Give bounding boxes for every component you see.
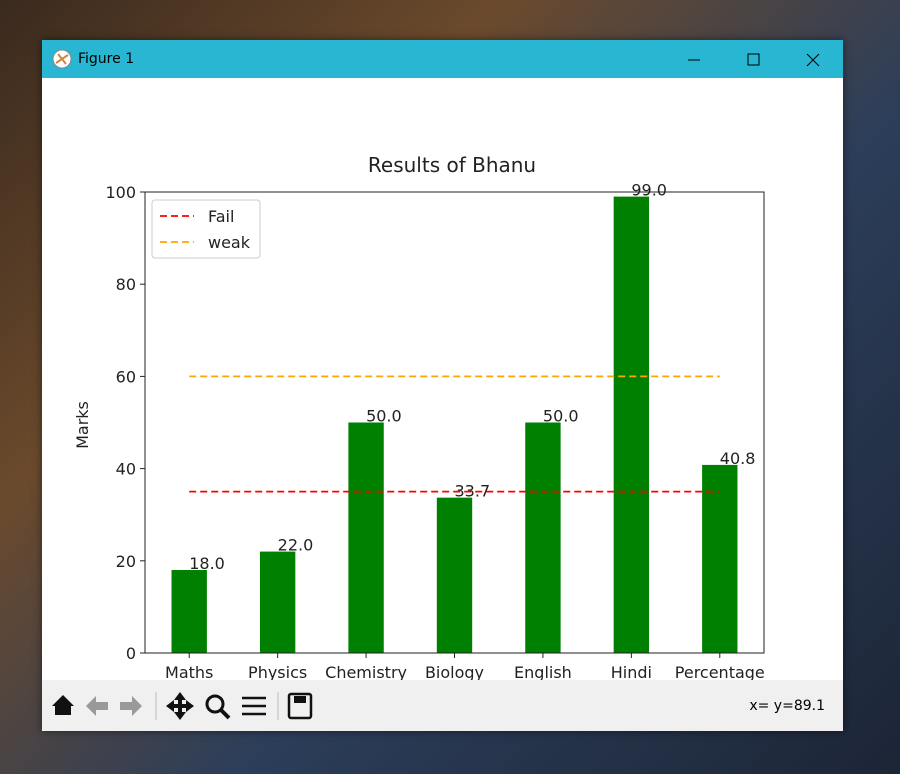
legend-box [151, 199, 261, 259]
bar [436, 497, 473, 653]
cursor-status: x= y=89.1 [749, 698, 825, 714]
chart: Subjects Marks Maths18.0Physics22.0Chemi… [73, 153, 765, 680]
x-tick-label: Biology [425, 663, 484, 680]
legend-label: weak [208, 233, 251, 252]
pan-button[interactable] [166, 692, 194, 720]
legend-label: Fail [208, 207, 234, 226]
y-tick-label: 40 [116, 460, 136, 479]
title-bar: Figure 1 [42, 40, 843, 78]
x-tick-label: Maths [165, 663, 213, 680]
x-tick-label: English [514, 663, 572, 680]
window-title: Figure 1 [78, 51, 135, 67]
value-label: 22.0 [278, 536, 314, 555]
bar [525, 422, 561, 653]
y-tick-label: 20 [116, 552, 136, 571]
x-tick-label: Percentage [675, 663, 765, 680]
y-tick-label: 60 [116, 367, 136, 386]
zoom-button[interactable] [205, 694, 225, 714]
x-tick-label: Physics [248, 663, 307, 680]
bar [171, 570, 207, 653]
toolbar-icons [52, 692, 313, 720]
home-button[interactable] [52, 695, 74, 715]
forward-button[interactable] [120, 696, 142, 716]
value-label: 33.7 [455, 482, 491, 501]
configure-button[interactable] [242, 696, 266, 716]
y-tick-label: 0 [126, 644, 136, 663]
bar [259, 551, 296, 653]
toolbar: x= y=89.1 [42, 680, 843, 731]
back-button[interactable] [86, 696, 108, 716]
figure-window: Figure 1 Subjects Marks Maths18.0Physics… [42, 40, 843, 731]
bar [613, 196, 650, 654]
value-label: 40.8 [720, 449, 756, 468]
y-tick-label: 80 [116, 275, 136, 294]
x-tick-label: Chemistry [325, 663, 407, 680]
value-label: 99.0 [631, 181, 667, 200]
bar [702, 464, 738, 653]
window-controls [688, 53, 820, 67]
plot-frame [144, 191, 765, 654]
value-label: 50.0 [366, 407, 402, 426]
x-tick-label: Hindi [611, 663, 652, 680]
app-icon [52, 49, 72, 69]
value-label: 18.0 [189, 554, 225, 573]
save-button[interactable] [287, 692, 313, 720]
y-tick-label: 100 [105, 183, 136, 202]
value-label: 50.0 [543, 407, 579, 426]
maximize[interactable] [747, 53, 760, 66]
y-axis-label: Marks [73, 401, 92, 449]
close[interactable] [806, 53, 820, 67]
bar [348, 422, 384, 653]
chart-title: Results of Bhanu [368, 153, 536, 177]
